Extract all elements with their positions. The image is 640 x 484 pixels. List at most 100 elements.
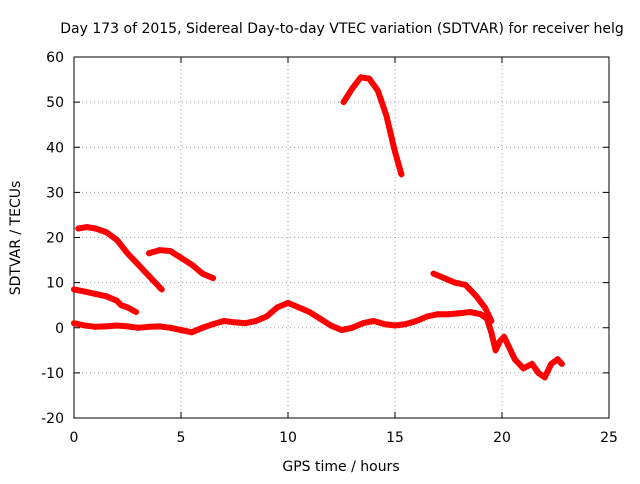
data-point [501, 333, 508, 340]
series-late-falling-track [430, 270, 495, 324]
data-point [263, 313, 270, 320]
data-point [481, 304, 488, 311]
data-point [306, 308, 313, 315]
data-point [103, 323, 110, 330]
data-point [295, 304, 302, 311]
data-point [71, 286, 77, 293]
x-tick-label: 25 [600, 430, 618, 446]
data-point [75, 225, 82, 232]
data-point [83, 224, 90, 231]
data-point [392, 322, 398, 329]
data-point [167, 248, 174, 255]
data-point [156, 323, 163, 330]
data-point [145, 272, 152, 279]
data-point [113, 236, 120, 243]
series-descending-track [75, 224, 165, 293]
data-point [473, 293, 480, 300]
data-point [554, 356, 561, 363]
data-series [71, 74, 565, 381]
x-tick-label: 10 [279, 430, 297, 446]
data-point [528, 360, 535, 367]
data-point [210, 275, 217, 282]
grid-lines [74, 57, 609, 418]
x-axis-label: GPS time / hours [282, 459, 399, 475]
data-point [145, 250, 152, 257]
data-point [178, 254, 184, 261]
data-point [103, 229, 110, 236]
data-point [135, 324, 142, 331]
data-point [366, 75, 373, 82]
data-point [496, 338, 503, 345]
data-point [327, 322, 334, 329]
data-point [477, 311, 484, 318]
data-point [430, 270, 437, 277]
data-point [383, 112, 390, 119]
data-point [92, 290, 99, 297]
x-tick-label: 15 [386, 430, 404, 446]
data-point [492, 347, 499, 354]
data-point [124, 304, 131, 311]
data-point [340, 99, 347, 106]
data-point [167, 324, 174, 331]
data-point [199, 270, 206, 277]
data-point [81, 322, 88, 329]
y-tick-label: -20 [41, 411, 64, 427]
data-point [392, 148, 398, 155]
y-tick-label: 10 [46, 276, 64, 292]
data-point [188, 329, 195, 336]
series-high-peak-track [340, 74, 405, 178]
data-point [441, 275, 448, 282]
chart-title: Day 173 of 2015, Sidereal Day-to-day VTE… [60, 21, 623, 37]
data-point [188, 261, 195, 268]
data-point [113, 297, 120, 304]
data-point [113, 322, 120, 329]
y-tick-label: 60 [46, 50, 64, 66]
data-point [92, 323, 99, 330]
data-point [548, 360, 555, 367]
data-point [359, 320, 366, 327]
data-point [118, 302, 125, 309]
data-point [424, 313, 431, 320]
y-tick-label: 20 [46, 231, 64, 247]
data-point [520, 365, 527, 372]
data-point [558, 360, 565, 367]
data-point [505, 342, 512, 349]
data-point [231, 319, 238, 326]
series-trace [340, 74, 405, 178]
data-point [158, 286, 165, 293]
data-point [103, 293, 110, 300]
axis-ticks [73, 56, 610, 419]
data-point [124, 323, 131, 330]
data-point [398, 171, 405, 178]
data-point [338, 327, 345, 334]
series-near-zero-track [71, 299, 565, 381]
series-trace [75, 224, 165, 293]
data-point [178, 327, 184, 334]
series-early-decay-track [71, 286, 140, 315]
y-tick-label: 40 [46, 140, 64, 156]
x-tick-label: 20 [493, 430, 511, 446]
data-point [349, 324, 356, 331]
data-point [124, 250, 131, 257]
data-point [210, 321, 217, 328]
data-point [285, 299, 291, 306]
data-point [374, 87, 381, 94]
data-point [133, 308, 140, 315]
x-tick-label: 5 [177, 430, 186, 446]
data-point [317, 315, 324, 322]
y-axis-label: SDTVAR / TECUs [8, 181, 24, 296]
data-point [81, 288, 88, 295]
data-point [156, 247, 163, 254]
data-point [274, 304, 281, 311]
data-point [370, 317, 377, 324]
data-point [135, 261, 142, 268]
y-tick-label: 30 [46, 185, 64, 201]
y-tick-label: 50 [46, 95, 64, 111]
series-mid-arc-track [145, 247, 217, 282]
data-point [145, 323, 152, 330]
data-point [434, 311, 441, 318]
data-point [71, 320, 77, 327]
data-point [466, 308, 473, 315]
